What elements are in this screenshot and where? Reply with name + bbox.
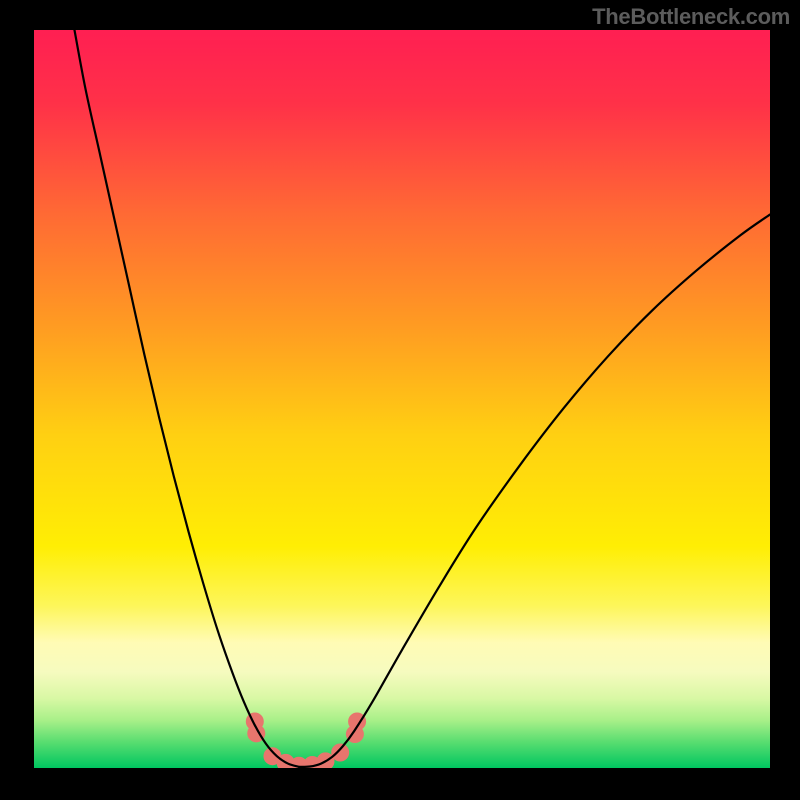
bottleneck-chart xyxy=(0,0,800,800)
watermark-text: TheBottleneck.com xyxy=(592,4,790,30)
curve-marker xyxy=(332,744,349,761)
plot-area xyxy=(34,30,770,768)
